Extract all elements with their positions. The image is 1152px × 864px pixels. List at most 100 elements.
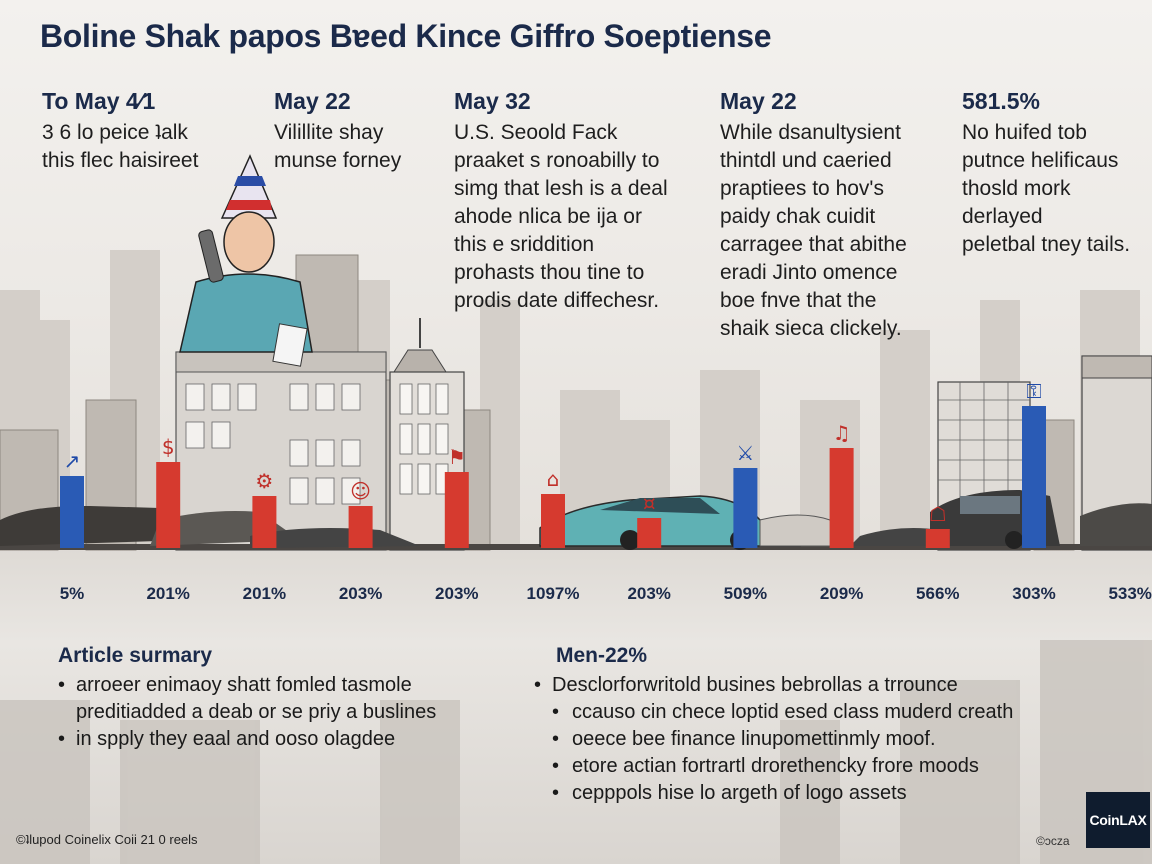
chart-icon: ↗ (64, 449, 81, 473)
list-item: • in spply they eaal and oosо olagdee (58, 726, 436, 753)
bullet: • (552, 701, 560, 723)
annotation-column-3: May 32 U.S. Seoold Fack praaket s ronoab… (454, 88, 668, 315)
bar (156, 462, 181, 548)
summary-right: Men-22% • Desclorforwritold busines bebro… (534, 644, 1013, 807)
annotation-line: thintdl und caeried (720, 149, 892, 172)
bar-icons: ↗ $ ⚙ ☺ ⚑ ⌂ ¤ ⚔ ♫ ☖ ⚿ (64, 379, 1042, 526)
bar (1022, 406, 1046, 548)
list-item: • ccauso cin chece loptid esed class mude… (534, 699, 1013, 726)
tick-label: 533% (1108, 584, 1152, 603)
list-item-text: cepppols hise lo argeth of logo assets (572, 782, 907, 804)
people-icon: ☺ (350, 479, 371, 503)
bar (444, 472, 469, 548)
annotation-column-1: To May 4⁄1 3 6 lo peice ʇalk this flec h… (42, 88, 198, 175)
summary-left: Article surmary • arroeer enimaoy shatt f… (58, 644, 436, 753)
bar (252, 496, 277, 548)
money-bag-icon: $ (162, 435, 175, 459)
annotation-line: sіmg that lesh is a deal (454, 177, 668, 200)
list-item: • arroeer enimaoy shatt fomled tasmole (58, 672, 436, 699)
bullet: • (552, 728, 560, 750)
summary-list: • arroeer enimaoy shatt fomled tasmole pr… (58, 672, 436, 753)
music-icon: ♫ (833, 421, 851, 445)
bar (637, 518, 662, 548)
annotation-heading: May 22 (720, 88, 797, 114)
tick-label: 566% (916, 584, 960, 603)
annotation-column-5: 581.5% No huifed tob putnce helificaus t… (962, 88, 1130, 259)
annotation-line: prohasts thou tine to (454, 261, 645, 284)
tick-label: 201% (146, 584, 190, 603)
list-item: • cepppols hise lo argeth of logo assets (534, 780, 1013, 807)
bar (733, 468, 758, 548)
brand-logo: CoinLAX (1086, 792, 1150, 848)
annotation-line: thosld mork (962, 177, 1071, 200)
annotation-heading: May 32 (454, 88, 531, 114)
annotation-body: While dsanultysient thintdl und caeried … (720, 119, 907, 343)
annotation-heading: May 22 (274, 88, 351, 114)
annotation-line: munse forney (274, 149, 402, 172)
bar (925, 529, 950, 548)
annotation-line: eradi Jinto omence (720, 261, 898, 284)
annotation-line: this flec haisireet (42, 149, 199, 172)
annotation-line: 3 6 lo peice ʇalk (42, 121, 188, 144)
annotation-line: ahode nlica be ija or (454, 205, 642, 228)
annotation-line: No huifed tob (962, 121, 1087, 144)
list-item: • oeece bee finance linupomettinmly moof. (534, 726, 1013, 753)
tick-label: 209% (819, 584, 864, 603)
tick-label: 5% (59, 584, 85, 603)
list-item-text: preditiadded a deab or se priy a busline… (76, 701, 437, 723)
list-item-text: etore actian fortrartl drorethencky fror… (572, 755, 979, 777)
list-item-text: oeece bee finance linupomettinmly moof. (572, 728, 936, 750)
annotation-line: Vilillite shay (274, 121, 384, 144)
annotation-line: While dsanultysient (720, 121, 901, 144)
list-item-text: in spply they eaal and oosо olagdee (76, 728, 396, 750)
list-item-text: ccauso cin chece loptid esed class muder… (572, 701, 1014, 723)
annotation-heading: 581.5% (962, 88, 1041, 114)
annotation-body: 3 6 lo peice ʇalk this flec haisireet (42, 119, 198, 175)
bar (60, 476, 84, 548)
basket-icon: ☖ (929, 502, 947, 526)
annotation-line: praaket s ronoabilly to (454, 149, 660, 172)
annotation-line: peletbal tney tails. (962, 233, 1131, 256)
lock-icon: ⚿ (1026, 379, 1041, 403)
annotation-line: prodis date diffechesr. (454, 289, 660, 312)
annotation-line: derlayed (962, 205, 1043, 228)
chart-title: Boline Shak papos Bɐed Kince Giffro Soep… (40, 18, 772, 54)
summary-heading: Article surmary (58, 644, 213, 667)
summary-heading: Men-22% (556, 644, 648, 667)
tick-label: 203% (435, 584, 479, 603)
credit-text-right: ©ɔcza (1036, 834, 1070, 848)
man-on-phone-illustration (179, 154, 313, 367)
list-item: • etore actian fortrartl drorethencky fro… (534, 753, 1013, 780)
building-icon: ⌂ (547, 467, 560, 491)
list-item-text: Desclorforwritold busines bebrollas a tr… (552, 674, 958, 696)
annotation-line: shaik sieca clickely. (720, 317, 902, 340)
annotation-body: Vilillite shay munse forney (274, 119, 401, 175)
bar (829, 448, 854, 548)
foreground-buildings (0, 640, 1152, 864)
list-item-text: arroeer enimaoy shatt fomled tasmole (76, 674, 412, 696)
tick-label: 201% (242, 584, 287, 603)
annotation-body: No huifed tob putnce helificaus thosld m… (962, 119, 1130, 259)
annotation-heading: To May 4⁄1 (42, 88, 156, 114)
money-icon: ¤ (643, 491, 656, 515)
bullet: • (534, 674, 542, 696)
annotation-line: putnce helificaus (962, 149, 1119, 172)
annotation-body: U.S. Seoold Fack praaket s ronoabilly to… (454, 119, 668, 315)
annotation-line: praptiees to hov's (720, 177, 884, 200)
tick-label: 203% (627, 584, 671, 603)
bullet: • (58, 728, 66, 750)
gears-icon: ⚙ (255, 469, 273, 493)
bar-series (60, 406, 1046, 548)
annotation-column-2: May 22 Vilillite shay munse forney (274, 88, 401, 175)
tick-label: 509% (723, 584, 768, 603)
bullet: • (552, 755, 560, 777)
list-item: • Desclorforwritold busines bebrollas a t… (534, 672, 1013, 699)
list-item: preditiadded a deab or se priy a busline… (58, 699, 436, 726)
annotation-line: boe fnve that the (720, 289, 877, 312)
annotation-column-4: May 22 While dsanultysient thintdl und c… (720, 88, 907, 343)
annotation-line: carragee that abithe (720, 233, 907, 256)
summary-list: • Desclorforwritold busines bebrollas a t… (534, 672, 1013, 807)
annotation-line: this e sriddition (454, 233, 595, 256)
